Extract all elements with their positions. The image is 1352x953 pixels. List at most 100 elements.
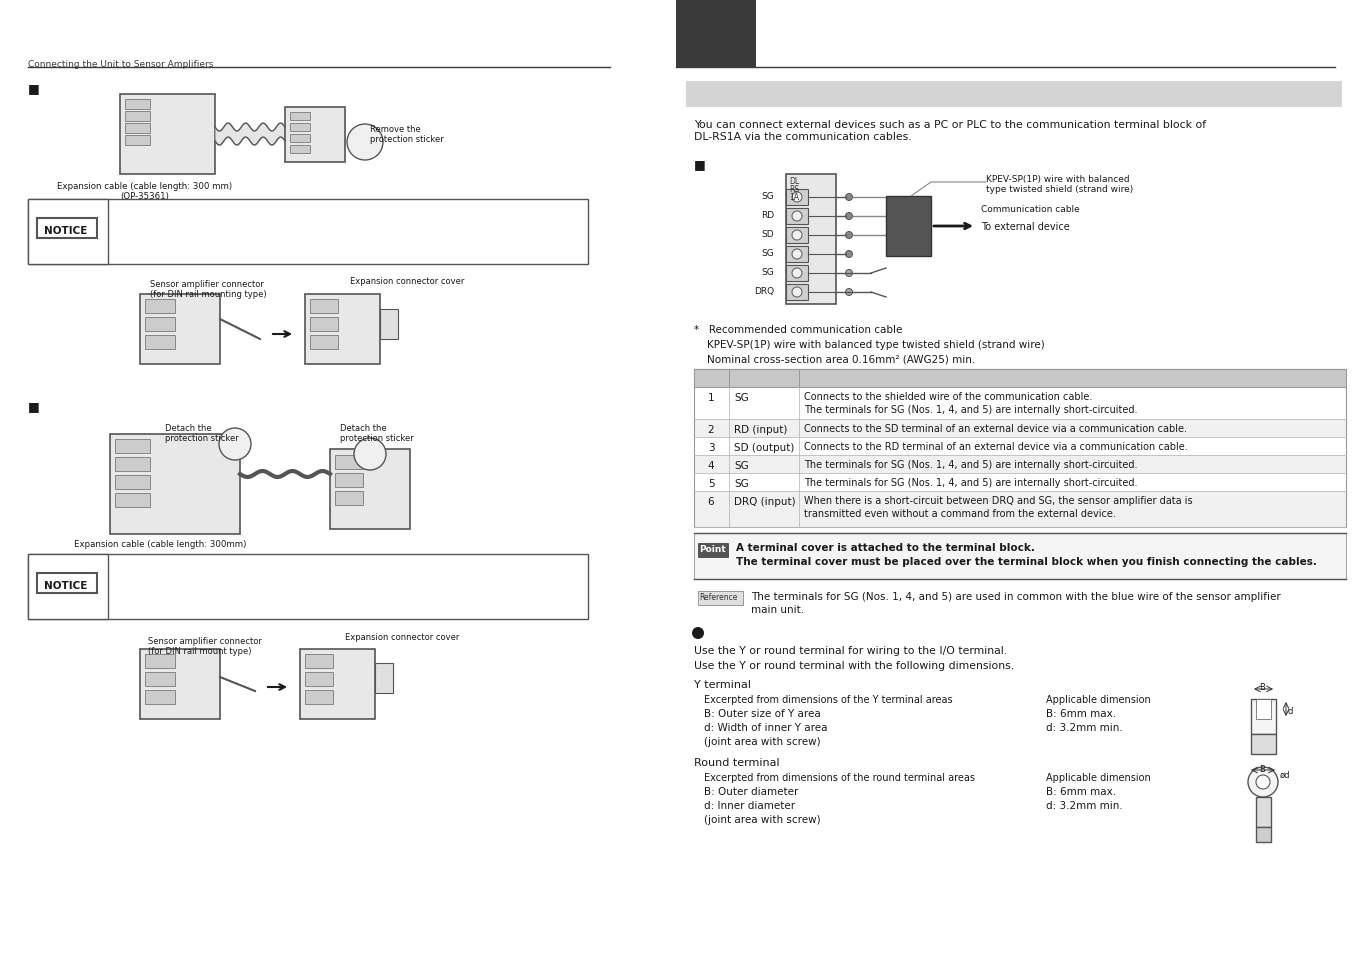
Text: Remove the
protection sticker: Remove the protection sticker <box>370 125 443 144</box>
Text: Point: Point <box>699 544 726 554</box>
Bar <box>694 370 1347 388</box>
Bar <box>37 574 97 594</box>
Text: A terminal cover is attached to the terminal block.: A terminal cover is attached to the term… <box>735 542 1034 553</box>
Text: 1A: 1A <box>790 193 799 202</box>
Text: ød: ød <box>1280 770 1291 780</box>
Bar <box>28 200 588 265</box>
Text: Sensor amplifier connector
(for DIN rail mount type): Sensor amplifier connector (for DIN rail… <box>147 637 262 656</box>
Text: 5: 5 <box>707 478 714 489</box>
Bar <box>124 100 150 110</box>
Bar <box>124 136 150 146</box>
Bar <box>335 492 362 505</box>
Text: transmitted even without a command from the external device.: transmitted even without a command from … <box>804 509 1115 518</box>
Bar <box>1256 797 1271 827</box>
Text: Detach the
protection sticker: Detach the protection sticker <box>339 423 414 443</box>
Text: RD: RD <box>761 211 773 220</box>
Text: (joint area with screw): (joint area with screw) <box>704 814 821 824</box>
Text: SG: SG <box>761 268 773 276</box>
Bar <box>786 174 836 305</box>
Text: B: B <box>1259 682 1265 691</box>
Bar <box>120 95 215 174</box>
Bar <box>285 108 345 163</box>
Text: d: d <box>1288 706 1294 716</box>
Text: d: 3.2mm min.: d: 3.2mm min. <box>1046 722 1122 732</box>
Text: Excerpted from dimensions of the Y terminal areas: Excerpted from dimensions of the Y termi… <box>704 695 953 704</box>
Bar <box>694 437 1347 456</box>
Circle shape <box>845 233 853 239</box>
Text: Connecting the Unit to Sensor Amplifiers: Connecting the Unit to Sensor Amplifiers <box>28 60 214 69</box>
Text: B: Outer size of Y area: B: Outer size of Y area <box>704 708 821 719</box>
Bar <box>306 672 333 686</box>
Circle shape <box>347 125 383 161</box>
Text: DRQ (input): DRQ (input) <box>734 497 795 506</box>
Text: Sensor amplifier connector
(for DIN rail mounting type): Sensor amplifier connector (for DIN rail… <box>150 280 266 299</box>
Text: Expansion cable (cable length: 300 mm)
(OP-35361): Expansion cable (cable length: 300 mm) (… <box>57 182 233 201</box>
Text: RS: RS <box>790 185 799 193</box>
Bar <box>676 0 756 68</box>
Circle shape <box>792 231 802 241</box>
Circle shape <box>845 271 853 277</box>
Text: SG: SG <box>734 478 749 489</box>
Circle shape <box>845 289 853 296</box>
Bar <box>694 419 1347 437</box>
Text: Y terminal: Y terminal <box>694 679 750 689</box>
Bar <box>786 228 808 244</box>
Text: KPEV-SP(1P) wire with balanced type twisted shield (strand wire): KPEV-SP(1P) wire with balanced type twis… <box>694 339 1045 350</box>
Circle shape <box>845 213 853 220</box>
Text: 1: 1 <box>707 393 714 402</box>
Bar <box>1251 700 1276 734</box>
Text: (joint area with screw): (joint area with screw) <box>704 737 821 746</box>
Bar <box>694 492 1347 527</box>
Bar <box>886 196 932 256</box>
Bar <box>786 266 808 282</box>
Text: Applicable dimension: Applicable dimension <box>1046 772 1151 782</box>
Bar <box>1256 827 1271 842</box>
Circle shape <box>1256 775 1270 789</box>
Text: Round terminal: Round terminal <box>694 758 780 767</box>
Bar <box>1256 700 1271 720</box>
Text: ■: ■ <box>694 158 706 171</box>
Bar <box>375 663 393 693</box>
Text: 6: 6 <box>707 497 714 506</box>
Bar <box>115 476 150 490</box>
Circle shape <box>1248 767 1278 797</box>
Bar <box>1251 734 1276 754</box>
Text: SG: SG <box>761 192 773 201</box>
Circle shape <box>792 288 802 297</box>
Text: You can connect external devices such as a PC or PLC to the communication termin: You can connect external devices such as… <box>694 120 1206 141</box>
Bar <box>380 310 397 339</box>
Text: Use the Y or round terminal with the following dimensions.: Use the Y or round terminal with the fol… <box>694 660 1014 670</box>
Bar <box>115 494 150 507</box>
Bar <box>37 219 97 239</box>
Bar <box>698 592 744 605</box>
Bar <box>698 543 727 558</box>
Bar <box>124 112 150 122</box>
Bar <box>310 335 338 350</box>
Text: ■: ■ <box>28 399 39 413</box>
Bar <box>289 124 310 132</box>
Bar <box>145 655 174 668</box>
Bar <box>124 124 150 133</box>
Bar <box>335 474 362 488</box>
Bar <box>786 285 808 301</box>
Bar <box>335 456 362 470</box>
Circle shape <box>792 212 802 222</box>
Bar <box>110 435 241 535</box>
Text: Expansion connector cover: Expansion connector cover <box>350 276 464 286</box>
Circle shape <box>792 250 802 260</box>
Circle shape <box>792 193 802 203</box>
Text: B: B <box>1259 764 1265 773</box>
Bar <box>694 474 1347 492</box>
Circle shape <box>792 269 802 278</box>
Bar <box>141 294 220 365</box>
Text: 3: 3 <box>707 442 714 453</box>
Bar <box>289 135 310 143</box>
Bar <box>694 534 1347 579</box>
Text: SD (output): SD (output) <box>734 442 795 453</box>
Text: The terminals for SG (Nos. 1, 4, and 5) are internally short-circuited.: The terminals for SG (Nos. 1, 4, and 5) … <box>804 405 1137 415</box>
Text: Excerpted from dimensions of the round terminal areas: Excerpted from dimensions of the round t… <box>704 772 975 782</box>
Text: The terminals for SG (Nos. 1, 4, and 5) are internally short-circuited.: The terminals for SG (Nos. 1, 4, and 5) … <box>804 459 1137 470</box>
Bar <box>28 555 108 619</box>
Text: Expansion connector cover: Expansion connector cover <box>345 633 460 641</box>
Text: SD: SD <box>761 230 773 239</box>
